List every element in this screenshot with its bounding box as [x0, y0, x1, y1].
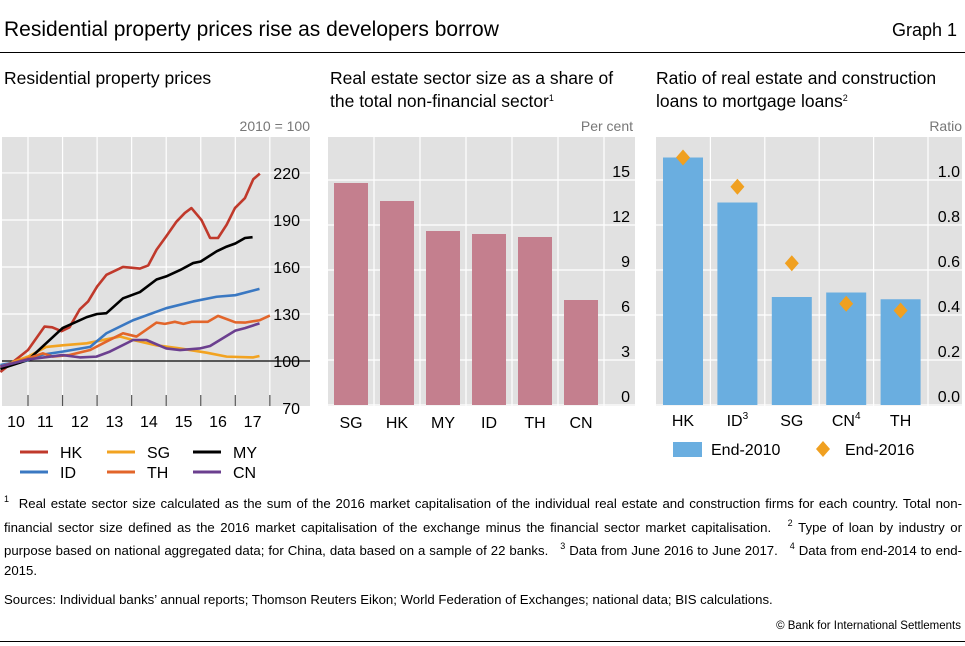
panel2-y-tick-label: 0	[621, 389, 630, 406]
panel1-x-tick-label: 16	[209, 414, 227, 431]
panel2-y-tick-label: 9	[621, 254, 630, 271]
panel1-x-tick-label: 15	[175, 414, 193, 431]
legend-label-id: ID	[60, 465, 76, 482]
panel2-unit: Per cent	[580, 118, 633, 134]
bar-th	[518, 237, 552, 405]
footnotes: 1 Real estate sector size calculated as …	[4, 490, 962, 580]
panel2-x-label-cn: CN	[569, 415, 592, 432]
panel2-title-sup: 1	[548, 93, 554, 103]
panel1-x-tick-label: 14	[140, 414, 158, 431]
panel3-unit: Ratio	[929, 118, 962, 134]
bar-sg	[334, 183, 368, 405]
panel2-y-tick-label: 3	[621, 344, 630, 361]
diamond-end-2016-hk	[676, 149, 690, 166]
panel1-y-tick-label: 100	[273, 354, 300, 371]
bar-hk	[380, 201, 414, 405]
panel2-x-label-th: TH	[524, 415, 545, 432]
bar-my	[426, 231, 460, 405]
bar-end-2010-id	[717, 202, 758, 405]
panel1-title: Residential property prices	[4, 68, 212, 88]
category-footnote-sup: 4	[855, 411, 861, 422]
legend-swatch-end-2016	[816, 441, 830, 457]
bar-end-2010-sg	[771, 297, 812, 405]
series-line-my	[0, 235, 253, 371]
panel3-x-label-th: TH	[890, 413, 911, 430]
legend-label-end-2016: End-2016	[845, 442, 914, 459]
panel2-title-text: Real estate sector size as a share of th…	[330, 68, 614, 111]
legend-label-th: TH	[147, 465, 168, 482]
panel1-y-tick-label: 220	[273, 166, 300, 183]
panel2-y-tick-label: 6	[621, 299, 630, 316]
panel1-y-tick-label: 190	[273, 213, 300, 230]
bar-cn	[564, 300, 598, 405]
panel3-title: Ratio of real estate and construction lo…	[656, 68, 956, 111]
footnote-2: Type of loan by industry or purpose base…	[4, 519, 962, 559]
panel3-title-text: Ratio of real estate and construction lo…	[656, 68, 937, 111]
footnote-1-marker: 1	[4, 494, 10, 504]
legend-label-end-2010: End-2010	[711, 442, 780, 459]
bar-end-2010-hk	[663, 157, 703, 405]
diamond-end-2016-th	[893, 302, 908, 319]
panel1-x-tick-label: 17	[244, 414, 262, 431]
graph-number: Graph 1	[891, 20, 957, 40]
panel3-y-tick-label: 0.8	[938, 209, 960, 226]
panel2-y-tick-label: 15	[612, 164, 630, 181]
category-footnote-sup: 3	[743, 411, 749, 422]
panel1-y-tick-label: 70	[282, 401, 300, 418]
panel3-x-label-cn: CN4	[832, 411, 861, 430]
legend-label-cn: CN	[233, 465, 256, 482]
series-line-cn	[0, 322, 260, 368]
series-line-hk	[0, 172, 261, 373]
graph-title: Residential property prices rise as deve…	[4, 18, 499, 41]
panel1-x-tick-label: 11	[37, 414, 54, 431]
diamond-end-2016-cn	[839, 295, 854, 312]
panel2-x-label-my: MY	[431, 415, 455, 432]
bar-id	[472, 234, 506, 405]
panel2-x-label-sg: SG	[339, 415, 362, 432]
footnote-4-marker: 4	[789, 541, 795, 551]
panel3-y-tick-label: 0.2	[938, 344, 960, 361]
footer-rule	[0, 641, 965, 642]
panel1-unit: 2010 = 100	[239, 118, 310, 134]
panel1-x-tick-label: 13	[105, 414, 123, 431]
panel3-y-tick-label: 1.0	[938, 164, 960, 181]
legend-label-my: MY	[233, 445, 257, 462]
panel2-x-label-id: ID	[481, 415, 497, 432]
footnote-1: Real estate sector size calculated as th…	[4, 496, 962, 535]
legend-label-sg: SG	[147, 445, 170, 462]
footnote-4: Data from end-2014 to end-2015.	[4, 543, 963, 578]
copyright: © Bank for International Settlements	[776, 620, 961, 632]
panel1-y-tick-label: 130	[273, 307, 300, 324]
charts-canvas: 70 100 130 160 190 220 10 11 12 13 14 15 16 17 HK SG MY I…	[0, 137, 962, 482]
panel1-y-tick-label: 160	[273, 260, 300, 277]
panel3-title-sup: 2	[842, 93, 848, 103]
footnote-3: Data from June 2016 to June 2017.	[569, 543, 778, 558]
panel2-x-label-hk: HK	[386, 415, 409, 432]
panel1-x-tick-label: 10	[7, 414, 25, 431]
panel3-x-label-sg: SG	[780, 413, 803, 430]
sources: Sources: Individual banks’ annual report…	[4, 592, 773, 607]
panel3-y-tick-label: 0.4	[938, 299, 960, 316]
panel1-plot-area	[2, 137, 310, 406]
legend-label-hk: HK	[60, 445, 83, 462]
panel2-y-tick-label: 12	[612, 209, 630, 226]
panel1-x-tick-label: 12	[71, 414, 89, 431]
footnote-3-marker: 3	[560, 541, 566, 551]
panel3-x-label-id: ID3	[727, 411, 749, 430]
header-rule	[0, 52, 965, 53]
panel3-y-tick-label: 0.0	[938, 389, 960, 406]
diamond-end-2016-id	[730, 178, 745, 195]
panel2-title: Real estate sector size as a share of th…	[330, 68, 630, 111]
panel3-y-tick-label: 0.6	[938, 254, 960, 271]
legend-swatch-end-2010	[673, 442, 702, 457]
panel3-x-label-hk: HK	[672, 413, 695, 430]
diamond-end-2016-sg	[784, 255, 799, 272]
footnote-2-marker: 2	[787, 517, 793, 528]
